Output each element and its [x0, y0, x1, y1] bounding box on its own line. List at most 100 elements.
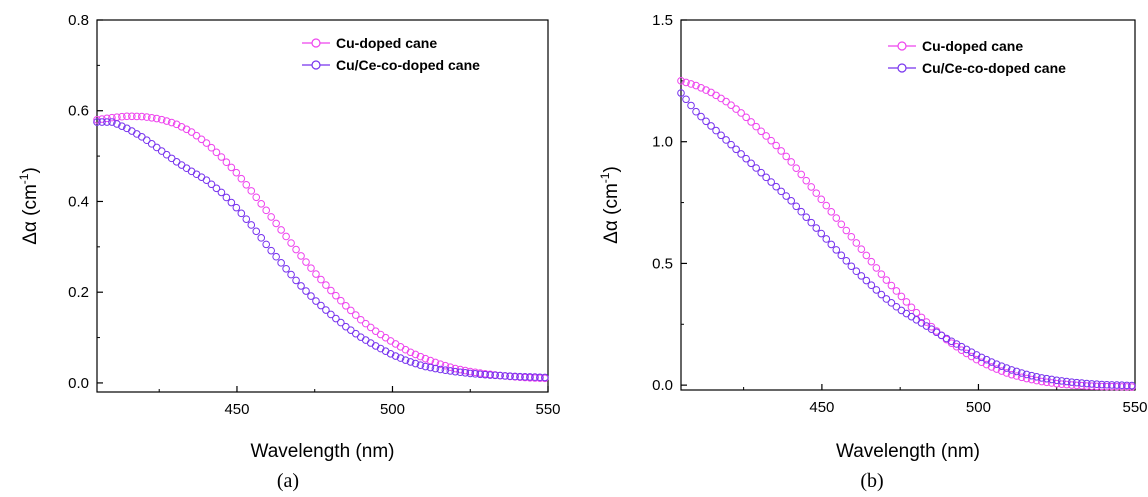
series-1	[677, 77, 1136, 391]
data-point	[832, 214, 841, 222]
data-point	[421, 354, 430, 363]
data-point	[307, 264, 315, 272]
data-point	[317, 301, 325, 310]
data-point	[882, 295, 891, 303]
data-point	[152, 143, 161, 152]
data-point	[1113, 381, 1121, 389]
data-point	[162, 117, 171, 125]
data-point	[722, 136, 730, 144]
data-point	[797, 170, 806, 179]
data-point	[1128, 381, 1136, 390]
data-point	[396, 354, 405, 362]
data-point	[987, 358, 996, 366]
data-point	[1047, 375, 1056, 384]
data-point	[152, 114, 161, 123]
data-point	[332, 314, 340, 323]
data-point	[366, 339, 375, 347]
data-point	[486, 371, 494, 379]
data-point	[947, 339, 956, 347]
data-point	[137, 112, 146, 121]
data-point	[496, 371, 504, 380]
data-point	[977, 353, 986, 362]
data-point	[792, 202, 801, 211]
data-point	[717, 131, 725, 140]
data-point	[687, 80, 695, 88]
data-point	[802, 176, 811, 185]
data-point	[1118, 381, 1126, 390]
data-point	[516, 372, 524, 381]
data-point	[272, 219, 280, 228]
data-point	[677, 77, 685, 85]
data-point	[767, 178, 775, 186]
data-point	[98, 118, 106, 126]
data-point	[837, 220, 846, 229]
data-point	[1062, 377, 1071, 386]
data-point	[747, 118, 755, 126]
data-point	[192, 131, 201, 140]
data-point	[1007, 366, 1016, 374]
data-point	[782, 192, 791, 200]
data-point	[113, 120, 121, 128]
data-point	[103, 114, 111, 123]
data-point	[722, 97, 730, 106]
data-point	[441, 366, 450, 375]
y-tick-label: 1.5	[652, 12, 673, 29]
data-point	[1067, 378, 1076, 386]
data-point	[192, 170, 201, 179]
data-point	[147, 140, 156, 148]
data-point	[312, 270, 320, 278]
data-point	[242, 215, 251, 223]
data-point	[877, 270, 886, 278]
data-point	[118, 122, 126, 130]
data-point	[897, 292, 906, 301]
data-point	[317, 275, 325, 284]
y-axis-title-close: )	[20, 167, 41, 173]
data-point	[742, 154, 750, 163]
data-point	[307, 292, 315, 300]
data-point	[431, 364, 440, 373]
data-point	[1077, 379, 1086, 387]
data-point	[777, 187, 785, 196]
data-point	[347, 306, 355, 315]
data-point	[103, 118, 111, 126]
data-point	[327, 286, 335, 295]
data-point	[732, 105, 740, 113]
y-axis-title-superscript: -1	[598, 172, 612, 183]
data-point	[867, 281, 876, 290]
data-point	[93, 116, 101, 124]
data-point	[157, 115, 166, 124]
data-point	[332, 291, 340, 300]
data-point	[962, 345, 971, 354]
data-point	[287, 239, 295, 247]
data-point	[118, 112, 126, 121]
data-point	[812, 189, 821, 197]
data-point	[877, 290, 886, 299]
data-point	[128, 112, 136, 121]
data-point	[297, 252, 305, 260]
data-point	[1057, 377, 1066, 385]
data-point	[302, 258, 310, 266]
data-point	[687, 101, 695, 110]
data-point	[752, 122, 760, 131]
data-point	[207, 180, 216, 189]
data-point	[526, 373, 534, 381]
x-axis-title: Wavelength (nm)	[836, 441, 980, 462]
data-point	[436, 360, 445, 369]
data-point	[1098, 380, 1106, 389]
data-point	[411, 350, 420, 359]
data-point	[862, 251, 871, 260]
data-point	[197, 135, 206, 144]
data-point	[872, 264, 881, 272]
plot-frame	[680, 19, 1136, 391]
y-tick-label: 0.2	[68, 284, 89, 301]
data-point	[247, 221, 256, 229]
data-point	[697, 83, 705, 92]
data-point	[451, 364, 460, 373]
data-point	[1022, 370, 1031, 379]
data-point	[912, 308, 921, 317]
data-point	[827, 240, 836, 249]
data-point	[212, 184, 221, 193]
data-point	[857, 272, 866, 280]
data-point	[108, 113, 116, 122]
data-point	[461, 369, 470, 377]
